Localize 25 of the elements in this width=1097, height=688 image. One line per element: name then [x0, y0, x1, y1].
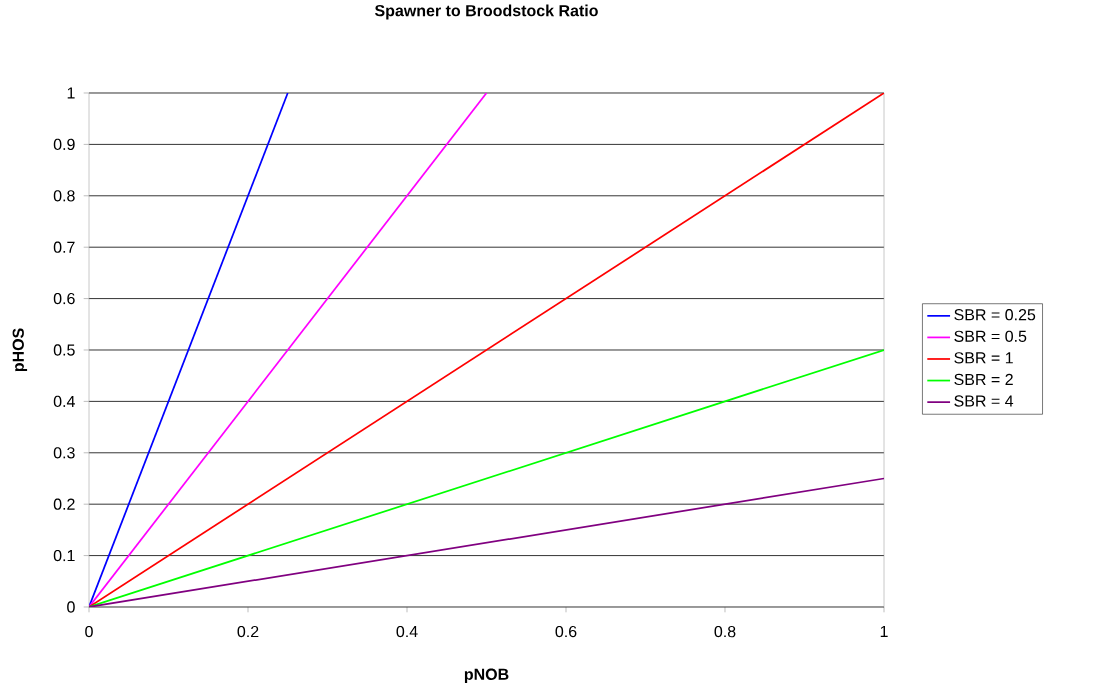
y-tick-label: 0.9 [53, 138, 75, 151]
legend-label: SBR = 4 [954, 395, 1014, 407]
legend-label: SBR = 1 [954, 352, 1013, 364]
legend-label: SBR = 0.25 [954, 309, 1036, 321]
y-tick-label: 0.1 [53, 549, 75, 562]
x-tick-label: 0.8 [714, 625, 736, 638]
y-tick-label: 0.4 [53, 395, 75, 408]
x-tick-label: 0.4 [396, 625, 418, 638]
x-tick-label: 1 [880, 625, 888, 637]
y-axis-title: pHOS [12, 328, 28, 372]
x-axis-title: pNOB [464, 668, 509, 684]
x-tick-label: 0.6 [555, 625, 577, 638]
chart-title: Spawner to Broodstock Ratio [374, 4, 598, 20]
y-tick-label: 0.5 [53, 344, 75, 356]
legend-label: SBR = 0.5 [954, 330, 1027, 342]
y-tick-label: 0.8 [53, 190, 75, 202]
y-tick-label: 1 [67, 87, 75, 99]
legend-label: SBR = 2 [954, 373, 1013, 386]
y-tick-label: 0 [67, 601, 75, 613]
x-tick-label: 0 [85, 625, 93, 638]
y-tick-label: 0.3 [53, 447, 75, 459]
y-tick-label: 0.6 [53, 292, 75, 305]
y-tick-label: 0.2 [53, 498, 75, 510]
x-tick-label: 0.2 [237, 625, 259, 638]
y-tick-label: 0.7 [53, 241, 75, 253]
